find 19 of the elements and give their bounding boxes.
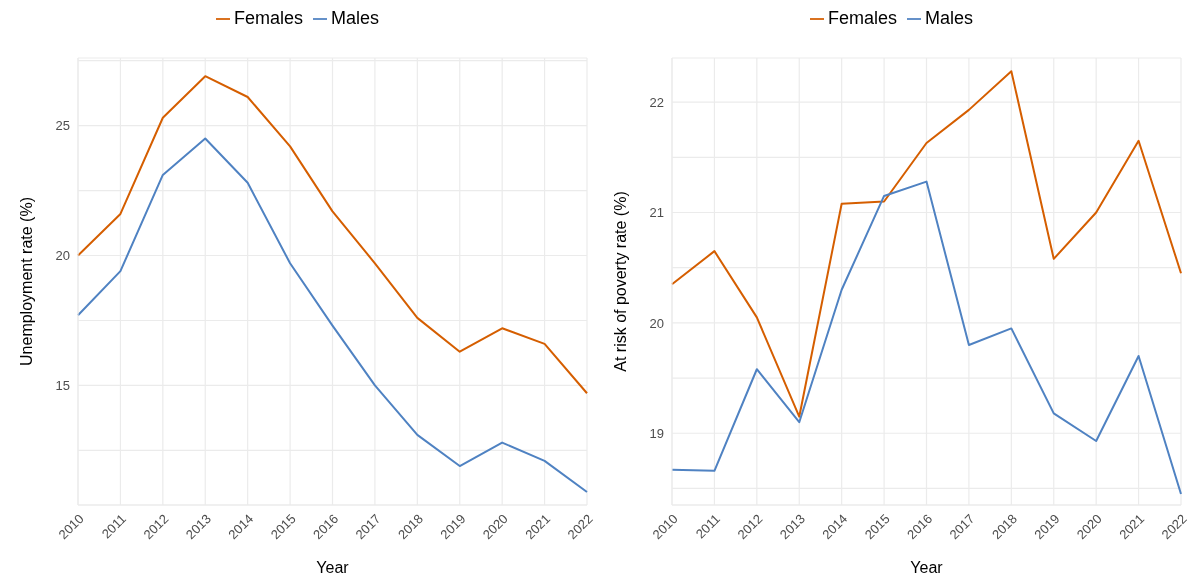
y-tick-label: 25 bbox=[55, 118, 70, 134]
line-series bbox=[77, 137, 588, 494]
y-tick-label: 19 bbox=[649, 425, 664, 441]
legend-label: Males bbox=[925, 8, 974, 28]
y-tick-label: 22 bbox=[649, 94, 664, 110]
y-tick-label: 20 bbox=[649, 315, 664, 331]
y-tick-label: 20 bbox=[55, 248, 70, 264]
y-axis-title: Unemployment rate (%) bbox=[17, 197, 35, 366]
line-series bbox=[671, 70, 1182, 418]
x-axis-title: Year bbox=[316, 559, 350, 576]
legend-label: Females bbox=[827, 8, 897, 28]
legend-label: Males bbox=[331, 8, 380, 28]
x-axis-title: Year bbox=[910, 559, 944, 576]
y-tick-label: 15 bbox=[55, 378, 70, 394]
y-axis-title: At risk of poverty rate (%) bbox=[611, 191, 629, 372]
line-series bbox=[671, 180, 1182, 495]
y-tick-label: 21 bbox=[649, 205, 664, 221]
legend-label: Females bbox=[233, 8, 303, 28]
line-series bbox=[77, 75, 588, 395]
